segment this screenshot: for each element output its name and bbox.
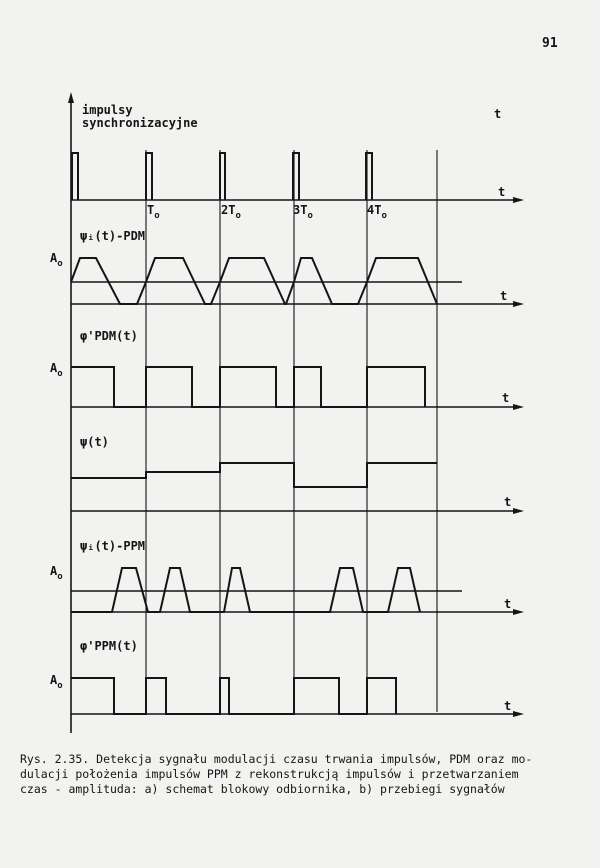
ppm-trapezoid-waveform (71, 567, 421, 613)
pdm-trapezoid-waveform (70, 257, 438, 305)
ppm-trap-label: ψᵢ(t)-PPM (80, 539, 146, 553)
caption-line-2: dulacji położenia impulsów PPM z rekonst… (20, 767, 519, 781)
caption-line-3: czas - amplituda: a) schemat blokowy odb… (20, 782, 505, 796)
pdm-rect-amplitude: Ao (50, 361, 63, 380)
ppm-rect-axis-label: t (504, 699, 512, 713)
ppm-rect-label: φ'PPM(t) (80, 639, 138, 653)
time-gridlines (145, 150, 438, 712)
psi-label: ψ(t) (80, 435, 109, 449)
vertical-axis-arrow (68, 92, 74, 103)
sync-axis-label: t (498, 185, 506, 199)
page-number: 91 (542, 36, 558, 51)
pdm-rect-axis-label: t (502, 391, 510, 405)
tick-label-4t0: 4To (367, 203, 387, 222)
tick-label-t0: To (147, 203, 160, 222)
time-axes (71, 197, 524, 717)
ppm-trap-axis-label: t (504, 597, 512, 611)
ppm-trap-amplitude: Ao (50, 564, 63, 583)
tick-label-2t0: 2To (221, 203, 241, 222)
sync-title-line2: synchronizacyjne (82, 116, 198, 130)
figure-caption: Rys. 2.35. Detekcja sygnału modulacji cz… (20, 752, 586, 797)
pdm-rect-label: φ'PDM(t) (80, 329, 138, 343)
psi-staircase-waveform (71, 462, 437, 488)
tick-label-3t0: 3To (293, 203, 313, 222)
caption-line-1: Rys. 2.35. Detekcja sygnału modulacji cz… (20, 752, 533, 766)
pdm-trap-axis-label: t (500, 289, 508, 303)
pdm-trap-label: ψᵢ(t)-PDM (80, 229, 146, 243)
sync-t-top-label: t (494, 107, 502, 121)
ppm-rect-amplitude: Ao (50, 673, 63, 692)
pdm-trap-amplitude: Ao (50, 251, 63, 270)
psi-axis-label: t (504, 495, 512, 509)
pdm-rect-waveform (71, 366, 426, 408)
ppm-rect-waveform (71, 677, 397, 715)
sync-title-line1: impulsy (82, 103, 133, 117)
sync-pulses (71, 152, 373, 200)
